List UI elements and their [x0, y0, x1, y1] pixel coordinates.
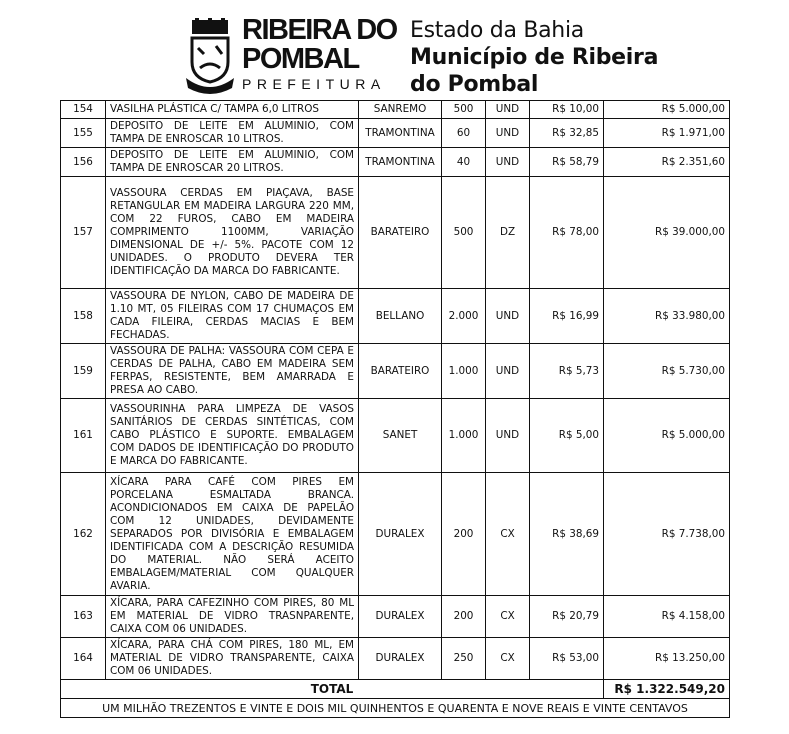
item-brand: SANREMO: [358, 100, 442, 119]
brand-name-line2: POMBAL: [242, 43, 360, 75]
item-description: XÍCARA, PARA CHÁ COM PIRES, 180 ML, EM M…: [105, 637, 359, 680]
table-row: 154 VASILHA PLÁSTICA C/ TAMPA 6,0 LITROS S…: [60, 100, 730, 119]
item-brand: DURALEX: [358, 472, 442, 596]
item-brand: BELLANO: [358, 288, 442, 344]
item-total: R$ 4.158,00: [603, 595, 730, 638]
item-description: VASSOURA DE NYLON, CABO DE MADEIRA DE 1.…: [105, 288, 359, 344]
item-number: 162: [60, 472, 106, 596]
items-table: 154 VASILHA PLÁSTICA C/ TAMPA 6,0 LITROS S…: [60, 100, 730, 718]
item-number: 156: [60, 147, 106, 177]
item-total: R$ 5.000,00: [603, 100, 730, 119]
item-number: 164: [60, 637, 106, 680]
item-unit-price: R$ 5,73: [529, 343, 604, 399]
item-quantity: 40: [441, 147, 486, 177]
table-row: 155 DEPOSITO DE LEITE EM ALUMINIO, COM TA…: [60, 118, 730, 148]
item-description: VASSOURA DE PALHA: VASSOURA COM CEPA E C…: [105, 343, 359, 399]
item-total: R$ 5.730,00: [603, 343, 730, 399]
item-total: R$ 13.250,00: [603, 637, 730, 680]
item-unit-price: R$ 10,00: [529, 100, 604, 119]
item-brand: BARATEIRO: [358, 176, 442, 289]
item-unit: CX: [485, 595, 530, 638]
item-brand: TRAMONTINA: [358, 147, 442, 177]
item-description: VASSOURINHA PARA LIMPEZA DE VASOS SANITÁ…: [105, 398, 359, 473]
table-row: 161 VASSOURINHA PARA LIMPEZA DE VASOS SAN…: [60, 398, 730, 473]
item-unit-price: R$ 16,99: [529, 288, 604, 344]
item-description: DEPOSITO DE LEITE EM ALUMINIO, COM TAMPA…: [105, 118, 359, 148]
item-number: 161: [60, 398, 106, 473]
item-unit-price: R$ 53,00: [529, 637, 604, 680]
item-description: VASSOURA CERDAS EM PIAÇAVA, BASE RETANGU…: [105, 176, 359, 289]
item-unit: CX: [485, 472, 530, 596]
item-brand: BARATEIRO: [358, 343, 442, 399]
item-total: R$ 5.000,00: [603, 398, 730, 473]
item-total: R$ 33.980,00: [603, 288, 730, 344]
municipality-line1: Município de Ribeira: [410, 45, 659, 70]
item-quantity: 60: [441, 118, 486, 148]
total-label: TOTAL: [60, 679, 604, 699]
item-number: 157: [60, 176, 106, 289]
item-unit-price: R$ 5,00: [529, 398, 604, 473]
total-row: TOTAL R$ 1.322.549,20: [60, 679, 730, 699]
item-unit-price: R$ 78,00: [529, 176, 604, 289]
item-unit: UND: [485, 100, 530, 119]
brand-name-line1: RIBEIRA DO: [242, 14, 398, 46]
state-name: Estado da Bahia: [410, 18, 584, 43]
item-unit-price: R$ 58,79: [529, 147, 604, 177]
item-number: 155: [60, 118, 106, 148]
item-total: R$ 2.351,60: [603, 147, 730, 177]
item-total: R$ 7.738,00: [603, 472, 730, 596]
item-quantity: 1.000: [441, 398, 486, 473]
item-quantity: 250: [441, 637, 486, 680]
item-number: 159: [60, 343, 106, 399]
item-number: 163: [60, 595, 106, 638]
brand-subtitle: PREFEITURA: [242, 76, 386, 92]
table-row: 162 XÍCARA PARA CAFÉ COM PIRES EM PORCELA…: [60, 472, 730, 596]
item-brand: TRAMONTINA: [358, 118, 442, 148]
item-unit: UND: [485, 398, 530, 473]
table-row: 157 VASSOURA CERDAS EM PIAÇAVA, BASE RETA…: [60, 176, 730, 289]
item-quantity: 500: [441, 176, 486, 289]
item-quantity: 200: [441, 472, 486, 596]
total-in-words-row: UM MILHÃO TREZENTOS E VINTE E DOIS MIL Q…: [60, 698, 730, 718]
municipal-crest-icon: [186, 18, 234, 94]
letterhead: RIBEIRA DO POMBAL PREFEITURA Estado da B…: [176, 12, 756, 98]
table-row: 158 VASSOURA DE NYLON, CABO DE MADEIRA DE…: [60, 288, 730, 344]
item-description: XÍCARA, PARA CAFEZINHO COM PIRES, 80 ML …: [105, 595, 359, 638]
item-brand: DURALEX: [358, 595, 442, 638]
item-total: R$ 39.000,00: [603, 176, 730, 289]
total-in-words: UM MILHÃO TREZENTOS E VINTE E DOIS MIL Q…: [60, 698, 730, 718]
item-total: R$ 1.971,00: [603, 118, 730, 148]
item-description: XÍCARA PARA CAFÉ COM PIRES EM PORCELANA …: [105, 472, 359, 596]
item-unit-price: R$ 20,79: [529, 595, 604, 638]
total-value: R$ 1.322.549,20: [603, 679, 730, 699]
item-number: 158: [60, 288, 106, 344]
item-quantity: 500: [441, 100, 486, 119]
item-unit: CX: [485, 637, 530, 680]
item-brand: SANET: [358, 398, 442, 473]
item-unit: UND: [485, 288, 530, 344]
item-brand: DURALEX: [358, 637, 442, 680]
table-row: 159 VASSOURA DE PALHA: VASSOURA COM CEPA …: [60, 343, 730, 399]
item-unit: UND: [485, 343, 530, 399]
item-unit-price: R$ 38,69: [529, 472, 604, 596]
item-number: 154: [60, 100, 106, 119]
item-quantity: 200: [441, 595, 486, 638]
item-description: VASILHA PLÁSTICA C/ TAMPA 6,0 LITROS: [105, 100, 359, 119]
item-unit-price: R$ 32,85: [529, 118, 604, 148]
item-quantity: 2.000: [441, 288, 486, 344]
municipality-line2: do Pombal: [410, 72, 539, 97]
item-unit: UND: [485, 147, 530, 177]
item-unit: DZ: [485, 176, 530, 289]
table-row: 156 DEPOSITO DE LEITE EM ALUMINIO, COM TA…: [60, 147, 730, 177]
table-row: 163 XÍCARA, PARA CAFEZINHO COM PIRES, 80 …: [60, 595, 730, 638]
table-row: 164 XÍCARA, PARA CHÁ COM PIRES, 180 ML, E…: [60, 637, 730, 680]
item-quantity: 1.000: [441, 343, 486, 399]
item-unit: UND: [485, 118, 530, 148]
item-description: DEPOSITO DE LEITE EM ALUMINIO, COM TAMPA…: [105, 147, 359, 177]
